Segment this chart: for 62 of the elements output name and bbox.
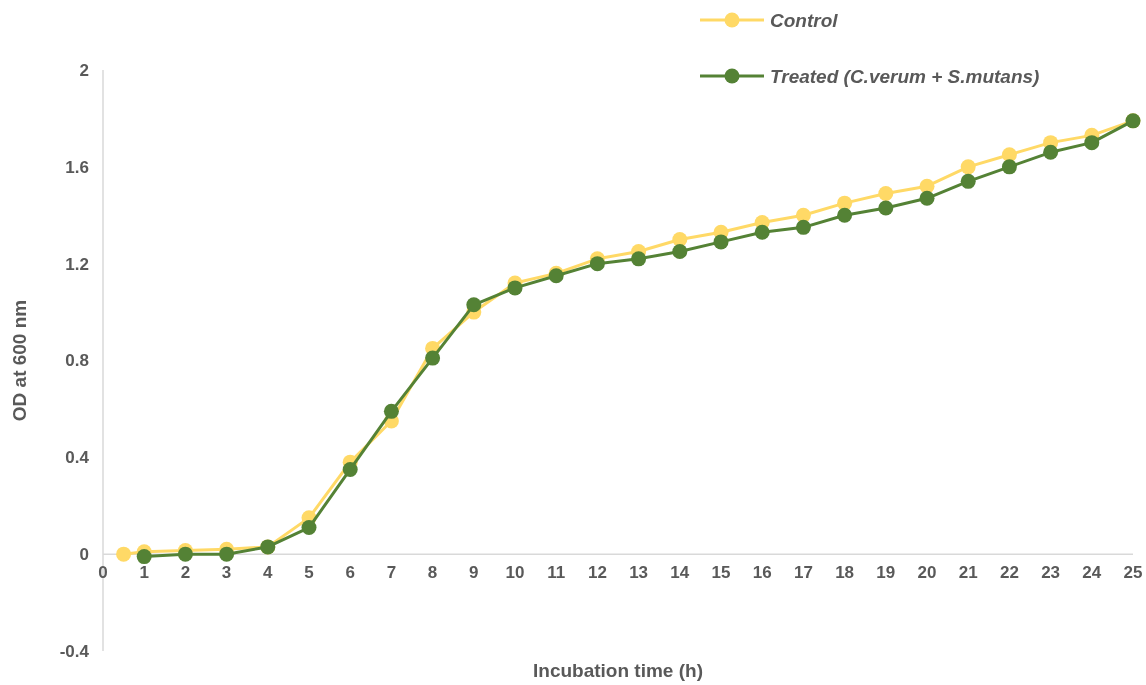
point (589, 256, 605, 272)
point (1001, 147, 1017, 163)
y-axis-title: OD at 600 nm (9, 299, 30, 422)
point (713, 234, 729, 250)
point (219, 546, 235, 562)
x-tick-label: 18 (835, 563, 855, 583)
x-tick-label: 11 (547, 563, 566, 583)
point (878, 200, 894, 216)
x-tick-label: 15 (711, 563, 731, 583)
x-tick-label: 4 (263, 563, 274, 583)
point (116, 546, 132, 562)
x-tick-label: 8 (427, 563, 438, 583)
y-tick-label: -0.4 (59, 641, 90, 661)
y-tick-label: 0.8 (65, 351, 89, 371)
y-tick-label: 1.2 (65, 254, 89, 274)
x-tick-label: 14 (670, 563, 690, 583)
point (383, 403, 399, 419)
point (754, 224, 770, 240)
y-tick-label: 0 (79, 545, 89, 565)
point (1001, 159, 1017, 175)
point (342, 461, 358, 477)
point (837, 207, 853, 223)
point (631, 251, 647, 267)
x-tick-label: 13 (629, 563, 649, 583)
x-tick-label: 25 (1123, 563, 1143, 583)
point (672, 244, 688, 260)
x-tick-label: 23 (1041, 563, 1061, 583)
x-tick-label: 9 (469, 563, 479, 583)
point (960, 159, 976, 175)
x-tick-label: 17 (793, 563, 813, 583)
point (136, 549, 152, 565)
point (425, 350, 441, 366)
x-tick-label: 24 (1082, 563, 1102, 583)
x-axis-title: Incubation time (h) (533, 660, 703, 681)
x-tick-label: 16 (752, 563, 772, 583)
x-tick-label: 5 (304, 563, 314, 583)
point (795, 219, 811, 235)
point (960, 173, 976, 189)
point (919, 190, 935, 206)
legend-label: Control (770, 9, 839, 31)
point (466, 297, 482, 313)
y-tick-label: 1.6 (65, 157, 89, 177)
point (878, 185, 894, 201)
x-tick-label: 7 (386, 563, 397, 583)
legend-label: Treated (C.verum + S.mutans) (770, 65, 1040, 87)
x-tick-label: 0 (98, 563, 108, 583)
point (1084, 135, 1100, 151)
x-tick-label: 21 (958, 563, 978, 583)
x-tick-label: 19 (876, 563, 896, 583)
x-tick-label: 12 (587, 563, 607, 583)
x-tick-label: 2 (180, 563, 191, 583)
y-tick-label: 2 (79, 60, 89, 80)
x-tick-label: 3 (221, 563, 232, 583)
x-tick-label: 22 (999, 563, 1019, 583)
point (1043, 144, 1059, 160)
x-tick-label: 10 (505, 563, 525, 583)
point (301, 520, 317, 536)
x-tick-label: 1 (139, 563, 149, 583)
point (507, 280, 523, 296)
x-tick-label: 20 (917, 563, 937, 583)
x-tick-label: 6 (345, 563, 355, 583)
y-tick-label: 0.4 (65, 448, 90, 468)
